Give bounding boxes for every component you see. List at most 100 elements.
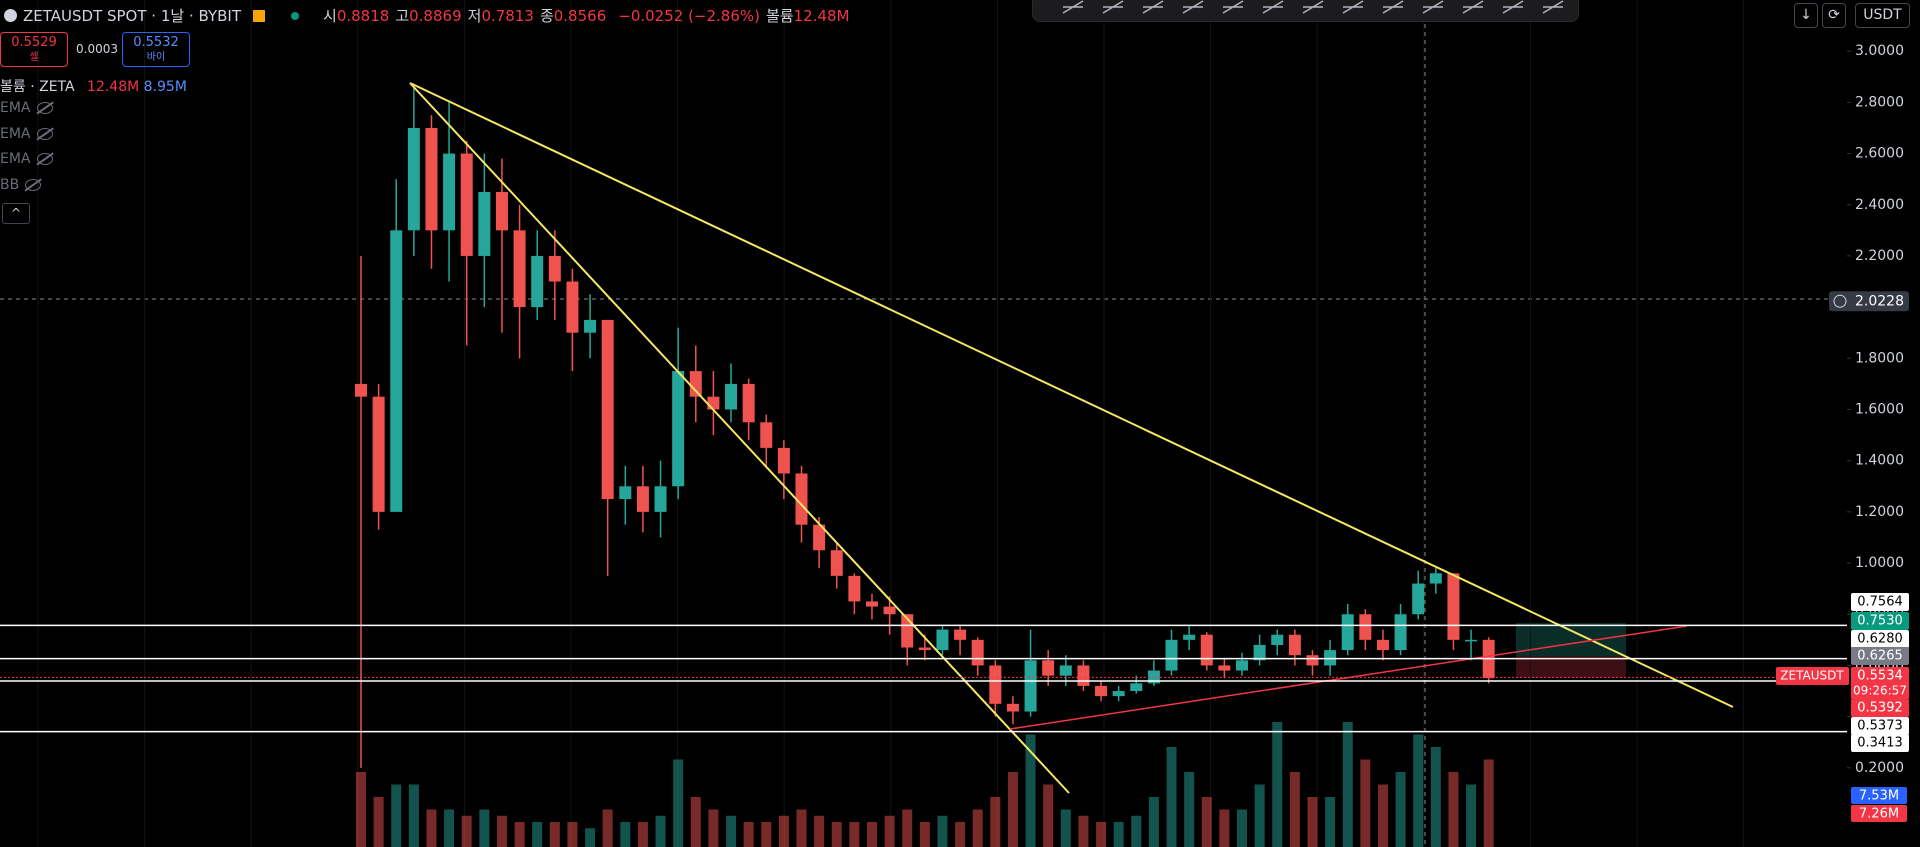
study-name: EMA: [0, 151, 31, 167]
volume-bar: [937, 815, 948, 847]
tool-icon: [1142, 0, 1164, 14]
candle-body: [1271, 634, 1284, 645]
crosshair-label: 2.0228: [1855, 293, 1904, 309]
volume-bar: [479, 809, 490, 847]
candle-body: [777, 447, 790, 474]
candle-body: [601, 319, 614, 500]
candle-body: [478, 191, 491, 256]
currency-button[interactable]: USDT: [1855, 3, 1910, 28]
tool-icon: [1302, 0, 1324, 14]
volume-bar: [1448, 772, 1459, 847]
volume-bar: [1360, 759, 1371, 847]
candle-body: [1465, 639, 1478, 642]
symbol[interactable]: ZETAUSDT SPOT · 1날 · BYBIT: [23, 7, 241, 25]
symbol-tag-label: ZETAUSDT: [1780, 669, 1844, 683]
candle-body: [425, 127, 438, 231]
volume-bar: [1078, 815, 1089, 847]
y-tick-label: 1.6000: [1855, 402, 1904, 418]
trendline: [409, 82, 1070, 794]
tool-icon: [1382, 0, 1404, 14]
candle-body: [1306, 655, 1319, 666]
buy-price: 0.5532: [133, 35, 179, 50]
volume-bar: [955, 822, 966, 847]
y-tick-label: 0.2000: [1855, 760, 1904, 776]
candle-body: [1059, 665, 1072, 676]
candle-body: [848, 575, 861, 602]
collapse-button[interactable]: ^: [2, 203, 30, 224]
candle-body: [1324, 650, 1337, 666]
candle-body: [372, 396, 385, 512]
drawing-toolbar: [1032, 0, 1579, 22]
candle-body: [1429, 573, 1442, 584]
symbol-header: ZETAUSDT SPOT · 1날 · BYBIT 시0.8818 고0.886…: [4, 5, 850, 26]
volume-bar: [637, 822, 648, 847]
y-tick-label: 2.6000: [1855, 146, 1904, 162]
price-tag: [1851, 667, 1909, 685]
volume-bar: [1184, 772, 1195, 847]
volume-bar: [356, 772, 366, 847]
flag[interactable]: [253, 9, 265, 22]
price-tag-label: 0.6280: [1857, 632, 1903, 647]
buy-button[interactable]: 0.5532 바이: [122, 32, 190, 67]
volume-bar: [726, 815, 737, 847]
download-button[interactable]: ↓: [1794, 3, 1818, 28]
volume-bar: [1025, 734, 1036, 847]
volume-bar: [990, 797, 1001, 847]
volume-value: 12.48M: [87, 79, 140, 95]
sell-button[interactable]: 0.5529 셀: [0, 32, 68, 67]
candle-body: [1288, 634, 1301, 656]
volume-bar: [1325, 797, 1336, 847]
crosshair-tag: [1829, 291, 1909, 312]
volume-bar: [919, 822, 930, 847]
price-tag-label: 0.7530: [1857, 614, 1903, 629]
price-tag: [1851, 593, 1909, 611]
candle-body: [971, 639, 984, 666]
price-tag-label: 0.5534: [1857, 669, 1903, 684]
candle-body: [531, 255, 544, 308]
study-row: BB: [0, 177, 42, 193]
candle-body: [1218, 665, 1231, 671]
currency: USDT: [1863, 7, 1902, 23]
volume-bar: [461, 815, 472, 847]
y-tick-label: 2.8000: [1855, 94, 1904, 110]
volume-bar: [1043, 784, 1054, 847]
candle-body: [989, 665, 1002, 704]
tool-icon: [1182, 0, 1204, 14]
candle-body: [619, 486, 632, 500]
candle-body: [1077, 665, 1090, 686]
price-tag: [1851, 647, 1909, 665]
coin-icon: [4, 9, 17, 22]
candle-body: [725, 383, 738, 410]
volume-bar: [972, 809, 983, 847]
candle-body: [1376, 639, 1389, 651]
volume-bar: [1430, 747, 1441, 847]
candle-body: [513, 230, 526, 308]
tool-icon: [1462, 0, 1484, 14]
volume-bar: [1007, 772, 1018, 847]
study-row: EMA: [0, 151, 53, 167]
volume-bar: [514, 822, 525, 847]
volume-study: 볼륨 · ZETA 12.48M 8.95M: [0, 76, 187, 96]
y-tick-label: 2.4000: [1855, 197, 1904, 213]
candle-body: [936, 629, 949, 651]
volume-bar: [620, 822, 631, 847]
volume-bar: [1166, 747, 1177, 847]
volume-tag: [1851, 787, 1907, 804]
volume-tag: [1851, 805, 1907, 822]
toolbar-icons: [1062, 0, 1564, 14]
candle-body: [689, 371, 702, 397]
volume-bar: [708, 809, 719, 847]
volume-bar: [496, 815, 507, 847]
volume-bar: [1219, 809, 1230, 847]
y-tick-label: 1.2000: [1855, 504, 1904, 520]
ohlc-label: 시: [323, 7, 337, 25]
candle-body: [1394, 614, 1407, 651]
study-name: EMA: [0, 125, 31, 142]
volume-bar: [585, 828, 596, 847]
ohlc-value: 0.8566: [553, 7, 607, 25]
refresh-button[interactable]: ⟳: [1822, 3, 1846, 28]
candle-body: [813, 524, 826, 551]
volume-bar: [408, 784, 419, 847]
